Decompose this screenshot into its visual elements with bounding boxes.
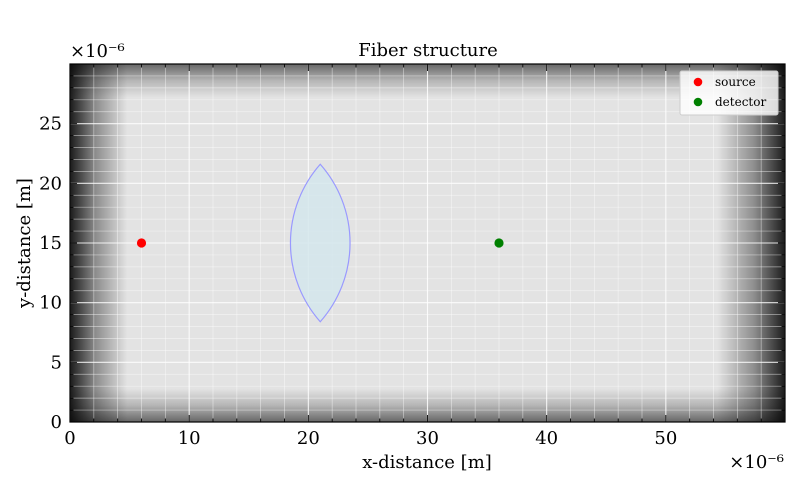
legend: source detector — [679, 70, 779, 116]
y-tick-label: 0 — [51, 412, 62, 433]
source-marker — [136, 238, 147, 248]
data-markers — [136, 238, 504, 248]
y-axis-label: y-distance [m] — [14, 178, 35, 309]
detector-marker — [494, 238, 504, 248]
x-tick-label: 30 — [416, 428, 439, 449]
x-tick-label: 50 — [654, 428, 677, 449]
y-tick-label: 20 — [39, 173, 62, 194]
detector-legend-label: detector — [715, 95, 766, 109]
chart-title: Fiber structure — [358, 40, 498, 61]
x-axis-scale: ×10⁻⁶ — [729, 452, 784, 473]
grid-major — [70, 64, 785, 422]
x-tick-label: 0 — [64, 428, 75, 449]
legend-box — [679, 70, 779, 116]
x-tick-label: 20 — [297, 428, 320, 449]
source-legend-marker — [693, 77, 703, 87]
x-axis-label: x-distance [m] — [362, 452, 492, 473]
y-tick-label: 10 — [39, 293, 62, 314]
y-tick-label: 5 — [51, 352, 62, 373]
axis-ticks — [69, 63, 786, 423]
y-axis-scale: ×10⁻⁶ — [70, 41, 125, 62]
plot-area — [70, 64, 785, 422]
x-tick-label: 10 — [178, 428, 201, 449]
axis-tick-labels: 0 10 20 30 40 50 0 5 10 15 20 25 — [39, 114, 677, 449]
fiber-lens-shape — [289, 163, 351, 323]
y-tick-label: 25 — [39, 114, 62, 135]
x-tick-label: 40 — [535, 428, 558, 449]
source-legend-label: source — [715, 75, 756, 89]
y-tick-label: 15 — [39, 233, 62, 254]
detector-legend-marker — [693, 97, 703, 107]
